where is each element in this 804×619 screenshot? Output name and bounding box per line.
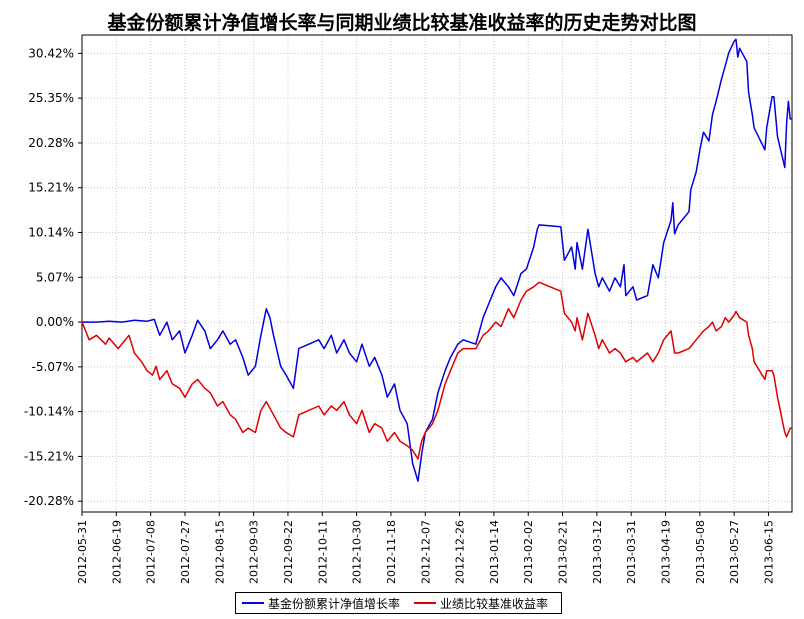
y-tick-label: -5.07% (32, 360, 74, 374)
x-tick-label: 2012-06-19 (110, 520, 123, 584)
x-tick-label: 2013-05-27 (728, 520, 741, 584)
x-tick-label: 2013-04-19 (660, 520, 673, 584)
x-tick-label: 2013-02-21 (557, 520, 570, 584)
x-tick-label: 2012-07-27 (179, 520, 192, 584)
x-tick-label: 2012-12-07 (419, 520, 432, 584)
x-tick-label: 2013-01-14 (488, 520, 501, 584)
y-tick-label: 10.14% (28, 226, 74, 240)
y-tick-label: 5.07% (36, 270, 74, 284)
grid-lines (81, 35, 792, 512)
x-tick-label: 2012-10-30 (351, 520, 364, 584)
y-tick-label: -10.14% (24, 405, 74, 419)
x-tick-label: 2012-11-18 (385, 520, 398, 584)
legend-swatch-fund (242, 602, 264, 604)
x-tick-label: 2013-05-08 (694, 520, 707, 584)
axes: 30.42% 25.35% 20.28% 15.21% 10.14% 5.07% 0.00%… (24, 34, 793, 584)
y-tick-label: -20.28% (24, 494, 74, 508)
y-tick-label: 0.00% (36, 315, 74, 329)
plot-frame (81, 34, 793, 513)
x-tick-label: 2012-10-11 (316, 520, 329, 584)
x-tick-label: 2013-03-31 (625, 520, 638, 584)
legend-item-benchmark: 业绩比较基准收益率 (414, 595, 548, 612)
x-tick-label: 2012-09-22 (282, 520, 295, 584)
legend-swatch-benchmark (414, 602, 437, 604)
series-line-fund (82, 38, 792, 482)
legend-label-fund: 基金份额累计净值增长率 (268, 596, 401, 611)
x-tick-label: 2013-02-02 (522, 520, 535, 584)
legend-item-fund: 基金份额累计净值增长率 (242, 595, 400, 612)
y-tick-label: -15.21% (24, 449, 74, 463)
x-tick-label: 2013-06-15 (763, 520, 776, 584)
y-tick-label: 30.42% (28, 46, 74, 60)
legend-label-benchmark: 业绩比较基准收益率 (440, 596, 549, 611)
legend: 基金份额累计净值增长率 业绩比较基准收益率 (235, 592, 562, 614)
y-tick-label: 20.28% (28, 136, 74, 150)
x-tick-label: 2012-05-31 (76, 520, 89, 584)
x-tick-label: 2012-12-26 (454, 520, 467, 584)
x-tick-label: 2013-03-12 (591, 520, 604, 584)
y-tick-label: 25.35% (28, 91, 74, 105)
chart-title: 基金份额累计净值增长率与同期业绩比较基准收益率的历史走势对比图 (107, 12, 697, 34)
series-line-benchmark (81, 281, 792, 460)
x-tick-label: 2012-08-15 (213, 520, 226, 584)
x-tick-label: 2012-07-08 (145, 520, 158, 584)
series-lines (81, 38, 792, 482)
x-tick-label: 2012-09-03 (248, 520, 261, 584)
y-tick-label: 15.21% (28, 181, 74, 195)
